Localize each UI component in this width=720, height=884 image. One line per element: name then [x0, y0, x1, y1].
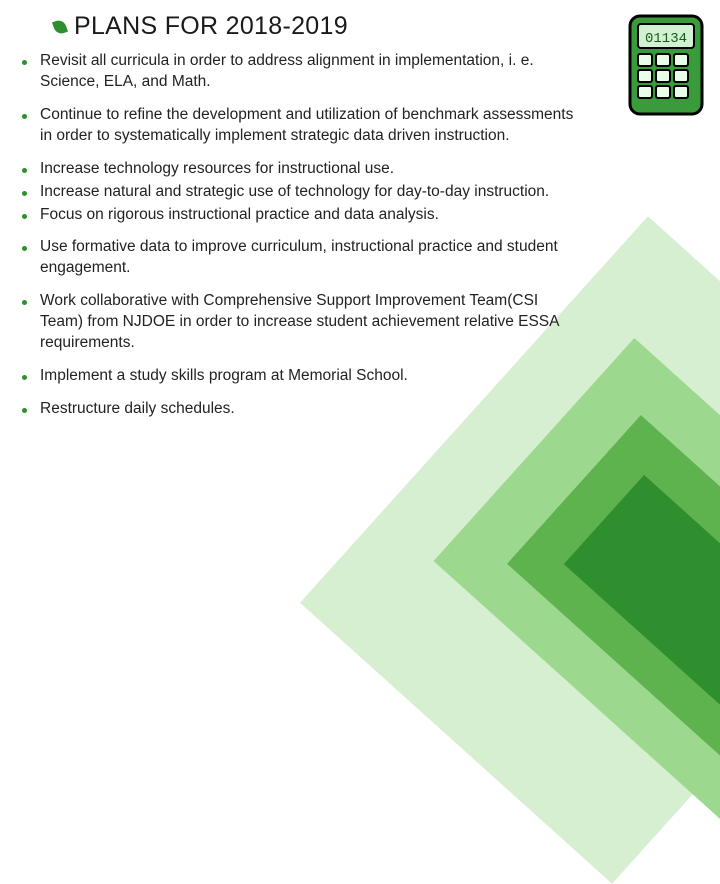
bullet-icon [22, 375, 27, 380]
bullet-text: Restructure daily schedules. [40, 399, 235, 420]
bullet-text: Increase technology resources for instru… [40, 159, 394, 180]
list-item: Increase natural and strategic use of te… [40, 182, 580, 203]
bullet-icon [22, 214, 27, 219]
leaf-icon [52, 18, 68, 35]
list-item: Restructure daily schedules. [40, 399, 580, 420]
bullet-text: Continue to refine the development and u… [40, 105, 580, 147]
slide: 01134 PLANS FOR 2018-2019 Revisit all cu… [0, 0, 720, 540]
list-item: Continue to refine the development and u… [40, 105, 580, 147]
bullet-icon [22, 300, 27, 305]
title-row: PLANS FOR 2018-2019 [54, 12, 680, 41]
bullet-text: Implement a study skills program at Memo… [40, 366, 408, 387]
bullet-text: Use formative data to improve curriculum… [40, 237, 580, 279]
content-area: Revisit all curricula in order to addres… [40, 51, 680, 420]
list-item: Increase technology resources for instru… [40, 159, 580, 180]
bullet-list: Revisit all curricula in order to addres… [40, 51, 680, 420]
list-item: Focus on rigorous instructional practice… [40, 205, 580, 226]
list-item: Use formative data to improve curriculum… [40, 237, 580, 279]
calculator-icon: 01134 [624, 10, 708, 125]
bullet-icon [22, 191, 27, 196]
bullet-icon [22, 246, 27, 251]
bullet-text: Revisit all curricula in order to addres… [40, 51, 580, 93]
bullet-text: Increase natural and strategic use of te… [40, 182, 549, 203]
bullet-icon [22, 168, 27, 173]
bullet-icon [22, 114, 27, 119]
bullet-text: Focus on rigorous instructional practice… [40, 205, 439, 226]
bullet-icon [22, 60, 27, 65]
bullet-text: Work collaborative with Comprehensive Su… [40, 291, 580, 354]
list-item: Revisit all curricula in order to addres… [40, 51, 580, 93]
bullet-icon [22, 408, 27, 413]
list-item: Implement a study skills program at Memo… [40, 366, 580, 387]
svg-text:01134: 01134 [645, 31, 687, 47]
slide-title: PLANS FOR 2018-2019 [74, 12, 348, 41]
list-item: Work collaborative with Comprehensive Su… [40, 291, 580, 354]
